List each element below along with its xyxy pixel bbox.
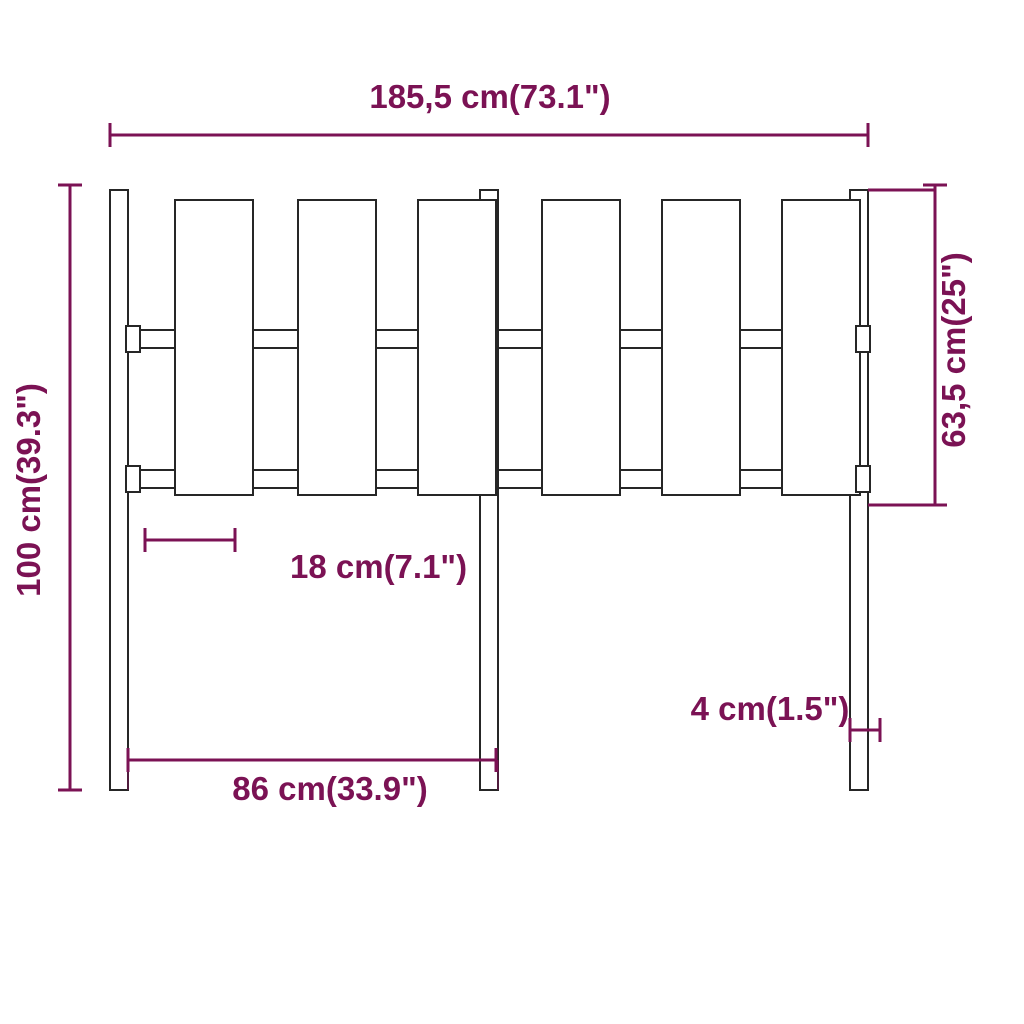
slat-2 [418, 200, 496, 495]
dim-width-top: 185,5 cm(73.1") [369, 78, 610, 115]
slat-0 [175, 200, 253, 495]
slat-3 [542, 200, 620, 495]
dim-depth: 4 cm(1.5") [691, 690, 850, 727]
slat-4 [662, 200, 740, 495]
edge-stub [126, 466, 140, 492]
dim-slat-width: 18 cm(7.1") [290, 548, 467, 585]
slat-5 [782, 200, 860, 495]
edge-stub [856, 466, 870, 492]
edge-stub [856, 326, 870, 352]
dim-half-width: 86 cm(33.9") [232, 770, 427, 807]
edge-stub [126, 326, 140, 352]
dim-height-left: 100 cm(39.3") [10, 383, 47, 597]
dim-panel-height: 63,5 cm(25") [935, 252, 972, 447]
slat-1 [298, 200, 376, 495]
